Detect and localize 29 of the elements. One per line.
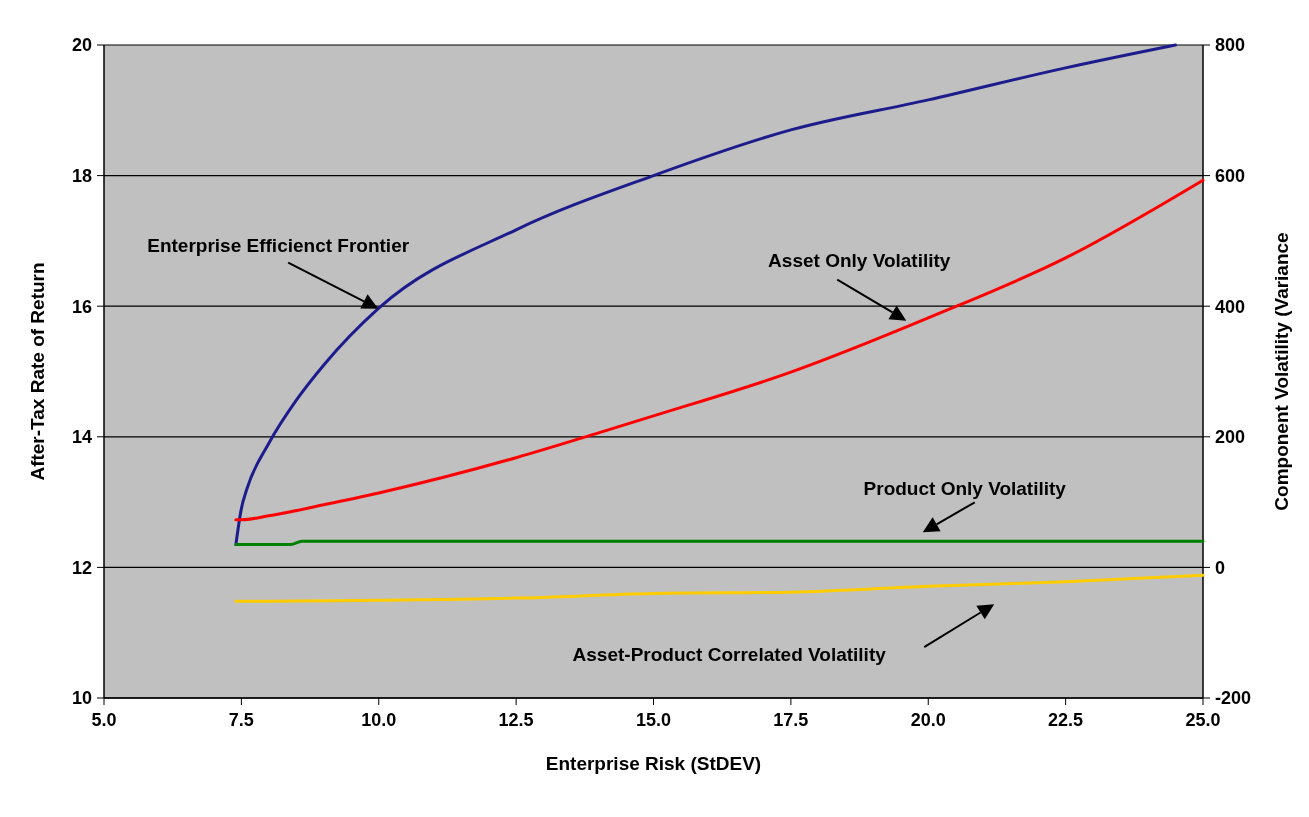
x-axis-title: Enterprise Risk (StDEV) (545, 753, 762, 774)
x-tick-label: 10.0 (361, 710, 397, 730)
y-tick-label: 16 (71, 296, 92, 317)
y2-tick-label: 200 (1215, 427, 1246, 448)
x-tick-label: 15.0 (635, 710, 672, 730)
y-axis-title: After-Tax Rate of Return (27, 262, 48, 481)
x-tick-label: 7.5 (228, 710, 254, 730)
x-tick-label: 22.5 (1048, 710, 1084, 730)
line-series (234, 573, 1205, 603)
x-tick-label: 12.5 (498, 710, 534, 730)
y2-tick-label: 600 (1215, 165, 1246, 186)
series-label: Asset Only Volatility (768, 250, 951, 272)
y2-tick-label: 0 (1215, 557, 1226, 578)
x-tick-label: 17.5 (773, 710, 809, 730)
text: Product Only Volatility (863, 477, 1067, 499)
x-tick-label: 5.0 (91, 710, 117, 730)
y-tick-label: 10 (71, 688, 92, 709)
series-label: Enterprise Efficienct Frontier (147, 235, 410, 257)
y-tick-label: 12 (71, 557, 92, 578)
x-tick-label: 25.0 (1185, 710, 1221, 730)
y-tick-label: 18 (71, 165, 92, 186)
y2-tick-label: -200 (1215, 688, 1252, 709)
x-tick-label: 20.0 (910, 710, 946, 730)
text: Asset-Product Correlated Volatility (572, 643, 887, 665)
y2-tick-label: 800 (1215, 35, 1246, 56)
y-tick-label: 14 (71, 427, 92, 448)
y2-tick-label: 400 (1215, 296, 1246, 317)
y-tick-label: 20 (71, 35, 92, 56)
y2-axis-title: Component Volatility (Variance (1271, 232, 1292, 511)
